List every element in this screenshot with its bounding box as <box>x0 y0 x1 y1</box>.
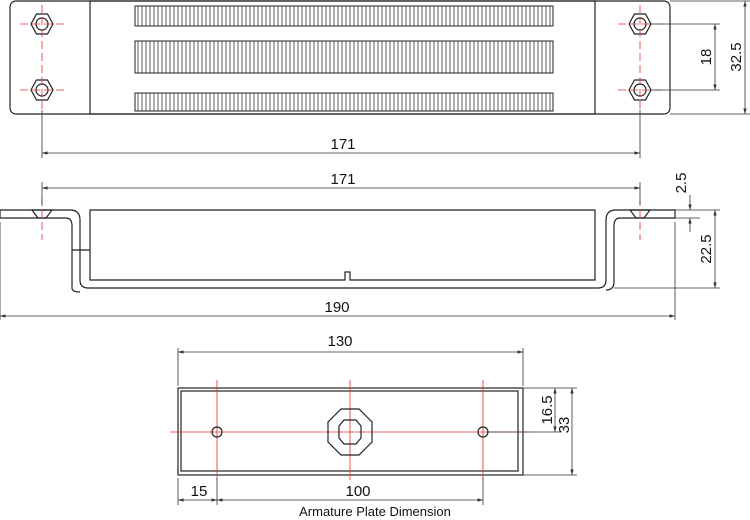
dimension-label: 18 <box>698 49 715 66</box>
dimension-label: 100 <box>345 483 370 500</box>
top-view: 171 18 32.5 <box>9 0 750 158</box>
dimension-label: 32.5 <box>728 42 745 71</box>
dimension-label: 33 <box>556 417 573 434</box>
dimension-label: 171 <box>330 171 355 188</box>
side-view: 171 2.5 22.5 190 <box>0 171 720 320</box>
dimension-label: 15 <box>191 483 208 500</box>
dimension-label: 190 <box>324 299 349 316</box>
caption: Armature Plate Dimension <box>299 504 451 519</box>
dimension-label: 2.5 <box>673 173 690 194</box>
dimension-label: 16.5 <box>539 395 556 424</box>
dimension-label: 22.5 <box>698 234 715 263</box>
dimension-label: 130 <box>327 333 352 350</box>
dimension-label: 171 <box>330 136 355 153</box>
armature-plate: 130 16.5 33 15 100 Armature Plate Dimens… <box>170 333 577 519</box>
